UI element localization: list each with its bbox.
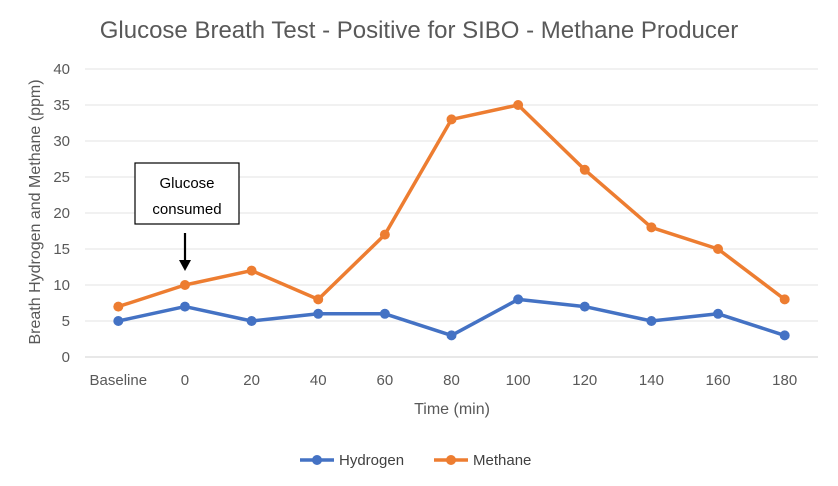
x-tick-label: Baseline (90, 372, 148, 389)
x-tick-label: 140 (639, 372, 664, 389)
data-point-methane (646, 222, 657, 233)
y-tick-label: 25 (53, 169, 70, 186)
annotation-line-2: consumed (152, 201, 221, 218)
x-tick-label: 80 (443, 372, 460, 389)
y-tick-label: 5 (62, 313, 70, 330)
data-point-hydrogen (379, 308, 390, 319)
data-point-hydrogen (179, 301, 190, 312)
series-hydrogen (113, 294, 790, 341)
annotation: Glucose consumed (134, 162, 240, 271)
data-point-methane (313, 294, 324, 305)
x-tick-label: 180 (772, 372, 797, 389)
x-tick-label: 60 (377, 372, 394, 389)
data-point-hydrogen (579, 301, 590, 312)
x-tick-label: 40 (310, 372, 327, 389)
legend-marker (312, 455, 322, 465)
data-point-hydrogen (713, 308, 724, 319)
series-group (113, 100, 790, 341)
y-tick-label: 20 (53, 205, 70, 222)
data-point-methane (713, 244, 724, 254)
data-point-methane (379, 229, 390, 240)
data-point-methane (579, 164, 590, 175)
data-point-hydrogen (646, 316, 657, 326)
legend-item-hydrogen: Hydrogen (300, 452, 404, 469)
data-point-hydrogen (779, 330, 790, 341)
x-tick-label: 20 (243, 372, 260, 389)
legend-item-methane: Methane (434, 452, 531, 469)
legend-label: Hydrogen (339, 452, 404, 469)
data-point-hydrogen (246, 316, 257, 326)
x-tick-label: 160 (706, 372, 731, 389)
arrow-down-icon (179, 260, 191, 271)
x-axis-ticks: Baseline 0 20 40 60 80 100 120 140 160 180 (90, 372, 798, 389)
x-tick-label: 0 (181, 372, 189, 389)
data-point-hydrogen (113, 316, 124, 326)
x-axis-title: Time (min) (414, 401, 490, 418)
y-tick-label: 40 (53, 61, 70, 78)
x-tick-label: 120 (572, 372, 597, 389)
series-line-hydrogen (116, 297, 787, 338)
chart-title: Glucose Breath Test - Positive for SIBO … (100, 17, 739, 44)
data-point-hydrogen (446, 330, 457, 341)
legend-marker (446, 455, 456, 465)
annotation-box (134, 162, 240, 225)
legend: Hydrogen Methane (300, 452, 531, 469)
y-tick-label: 30 (53, 133, 70, 150)
y-tick-label: 35 (53, 97, 70, 114)
data-point-methane (513, 100, 524, 110)
y-axis-title: Breath Hydrogen and Methane (ppm) (27, 79, 44, 344)
data-point-hydrogen (513, 294, 524, 305)
x-tick-label: 100 (506, 372, 531, 389)
data-point-methane (246, 265, 257, 276)
y-axis-ticks: 0 5 10 15 20 25 30 35 40 (53, 61, 70, 366)
y-tick-label: 0 (62, 349, 70, 366)
y-tick-label: 15 (53, 241, 70, 258)
data-point-methane (179, 280, 190, 290)
annotation-line-1: Glucose (159, 175, 214, 192)
data-point-methane (113, 301, 124, 312)
legend-label: Methane (473, 452, 531, 469)
series-methane (113, 100, 790, 312)
y-tick-label: 10 (53, 277, 70, 294)
data-point-hydrogen (313, 308, 324, 319)
data-point-methane (779, 294, 790, 305)
data-point-methane (446, 114, 457, 125)
